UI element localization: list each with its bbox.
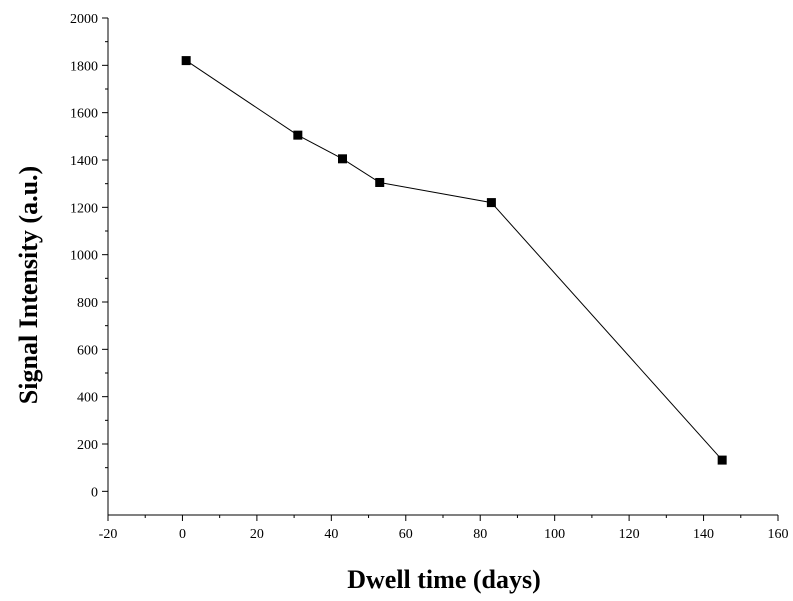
y-tick-label: 1400	[70, 154, 98, 169]
x-tick-label: 40	[324, 527, 338, 542]
y-tick-label: 800	[77, 296, 98, 311]
data-point	[338, 154, 347, 164]
data-point	[717, 455, 727, 465]
y-tick-label: 2000	[70, 12, 98, 27]
x-tick-label: 120	[619, 527, 640, 542]
x-tick-label: -20	[99, 527, 118, 542]
y-tick-label: 1200	[70, 201, 98, 216]
y-tick-label: 1600	[70, 107, 98, 122]
y-tick-label: 1800	[70, 59, 98, 74]
x-tick-label: 80	[473, 527, 487, 542]
x-tick-label: 60	[399, 527, 413, 542]
series-layer	[181, 56, 727, 465]
y-tick-label: 200	[77, 438, 98, 453]
x-axis-title: Dwell time (days)	[347, 565, 541, 594]
y-tick-label: 600	[77, 343, 98, 358]
data-point	[486, 198, 496, 208]
x-tick-label: 160	[768, 527, 789, 542]
data-point	[181, 56, 191, 66]
axes: 0200400600800100012001400160018002000-20…	[70, 12, 789, 542]
x-tick-label: 0	[179, 527, 186, 542]
data-point	[375, 177, 385, 187]
y-tick-label: 0	[91, 485, 98, 500]
data-point	[293, 130, 303, 140]
series-line	[185, 60, 723, 461]
x-tick-label: 140	[693, 527, 714, 542]
y-axis-title: Signal Intensity (a.u.)	[14, 166, 43, 404]
x-tick-label: 20	[250, 527, 264, 542]
y-tick-label: 1000	[70, 249, 98, 264]
y-tick-label: 400	[77, 391, 98, 406]
x-tick-label: 100	[544, 527, 565, 542]
